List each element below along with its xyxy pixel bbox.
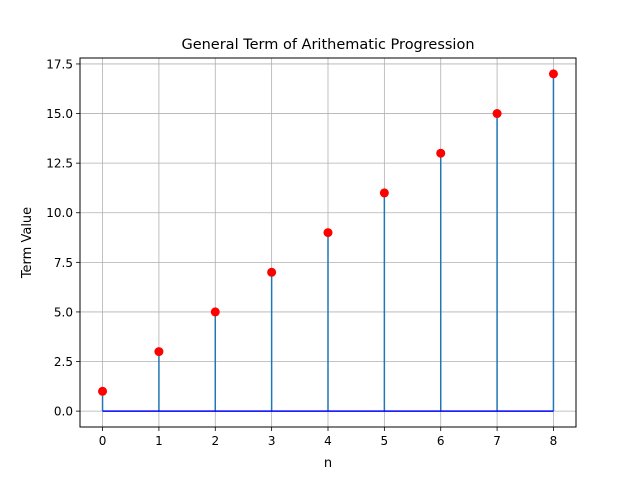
y-tick-label: 12.5 [46, 157, 73, 171]
data-point [98, 386, 108, 396]
data-point [492, 109, 502, 119]
x-tick-label: 4 [324, 434, 332, 448]
y-axis-label: Term Value [20, 207, 35, 279]
data-point [210, 307, 220, 317]
x-tick-label: 5 [381, 434, 389, 448]
y-tick-label: 0.0 [54, 405, 73, 419]
x-tick-label: 6 [437, 434, 445, 448]
x-axis-ticks: 0 1 2 3 4 5 6 7 8 [99, 427, 558, 448]
y-axis-ticks: 0.0 2.5 5.0 7.5 10.0 12.5 15.0 17.5 [46, 57, 80, 419]
data-point [436, 148, 446, 158]
data-markers [98, 69, 558, 396]
x-tick-label: 2 [211, 434, 219, 448]
chart-title: General Term of Arithematic Progression [181, 37, 474, 53]
stem-lines [101, 73, 555, 412]
data-point [379, 188, 389, 198]
y-tick-label: 10.0 [46, 206, 73, 220]
x-axis-label: n [324, 456, 332, 471]
y-tick-label: 17.5 [46, 57, 73, 71]
x-tick-label: 0 [99, 434, 107, 448]
data-point [548, 69, 558, 79]
x-tick-label: 3 [268, 434, 276, 448]
y-tick-label: 2.5 [54, 355, 73, 369]
y-tick-label: 7.5 [54, 256, 73, 270]
y-tick-label: 15.0 [46, 107, 73, 121]
x-tick-label: 1 [155, 434, 163, 448]
data-point [267, 267, 277, 277]
x-tick-label: 7 [493, 434, 501, 448]
data-point [323, 228, 333, 238]
data-point [154, 347, 164, 357]
y-tick-label: 5.0 [54, 305, 73, 319]
x-tick-label: 8 [550, 434, 558, 448]
